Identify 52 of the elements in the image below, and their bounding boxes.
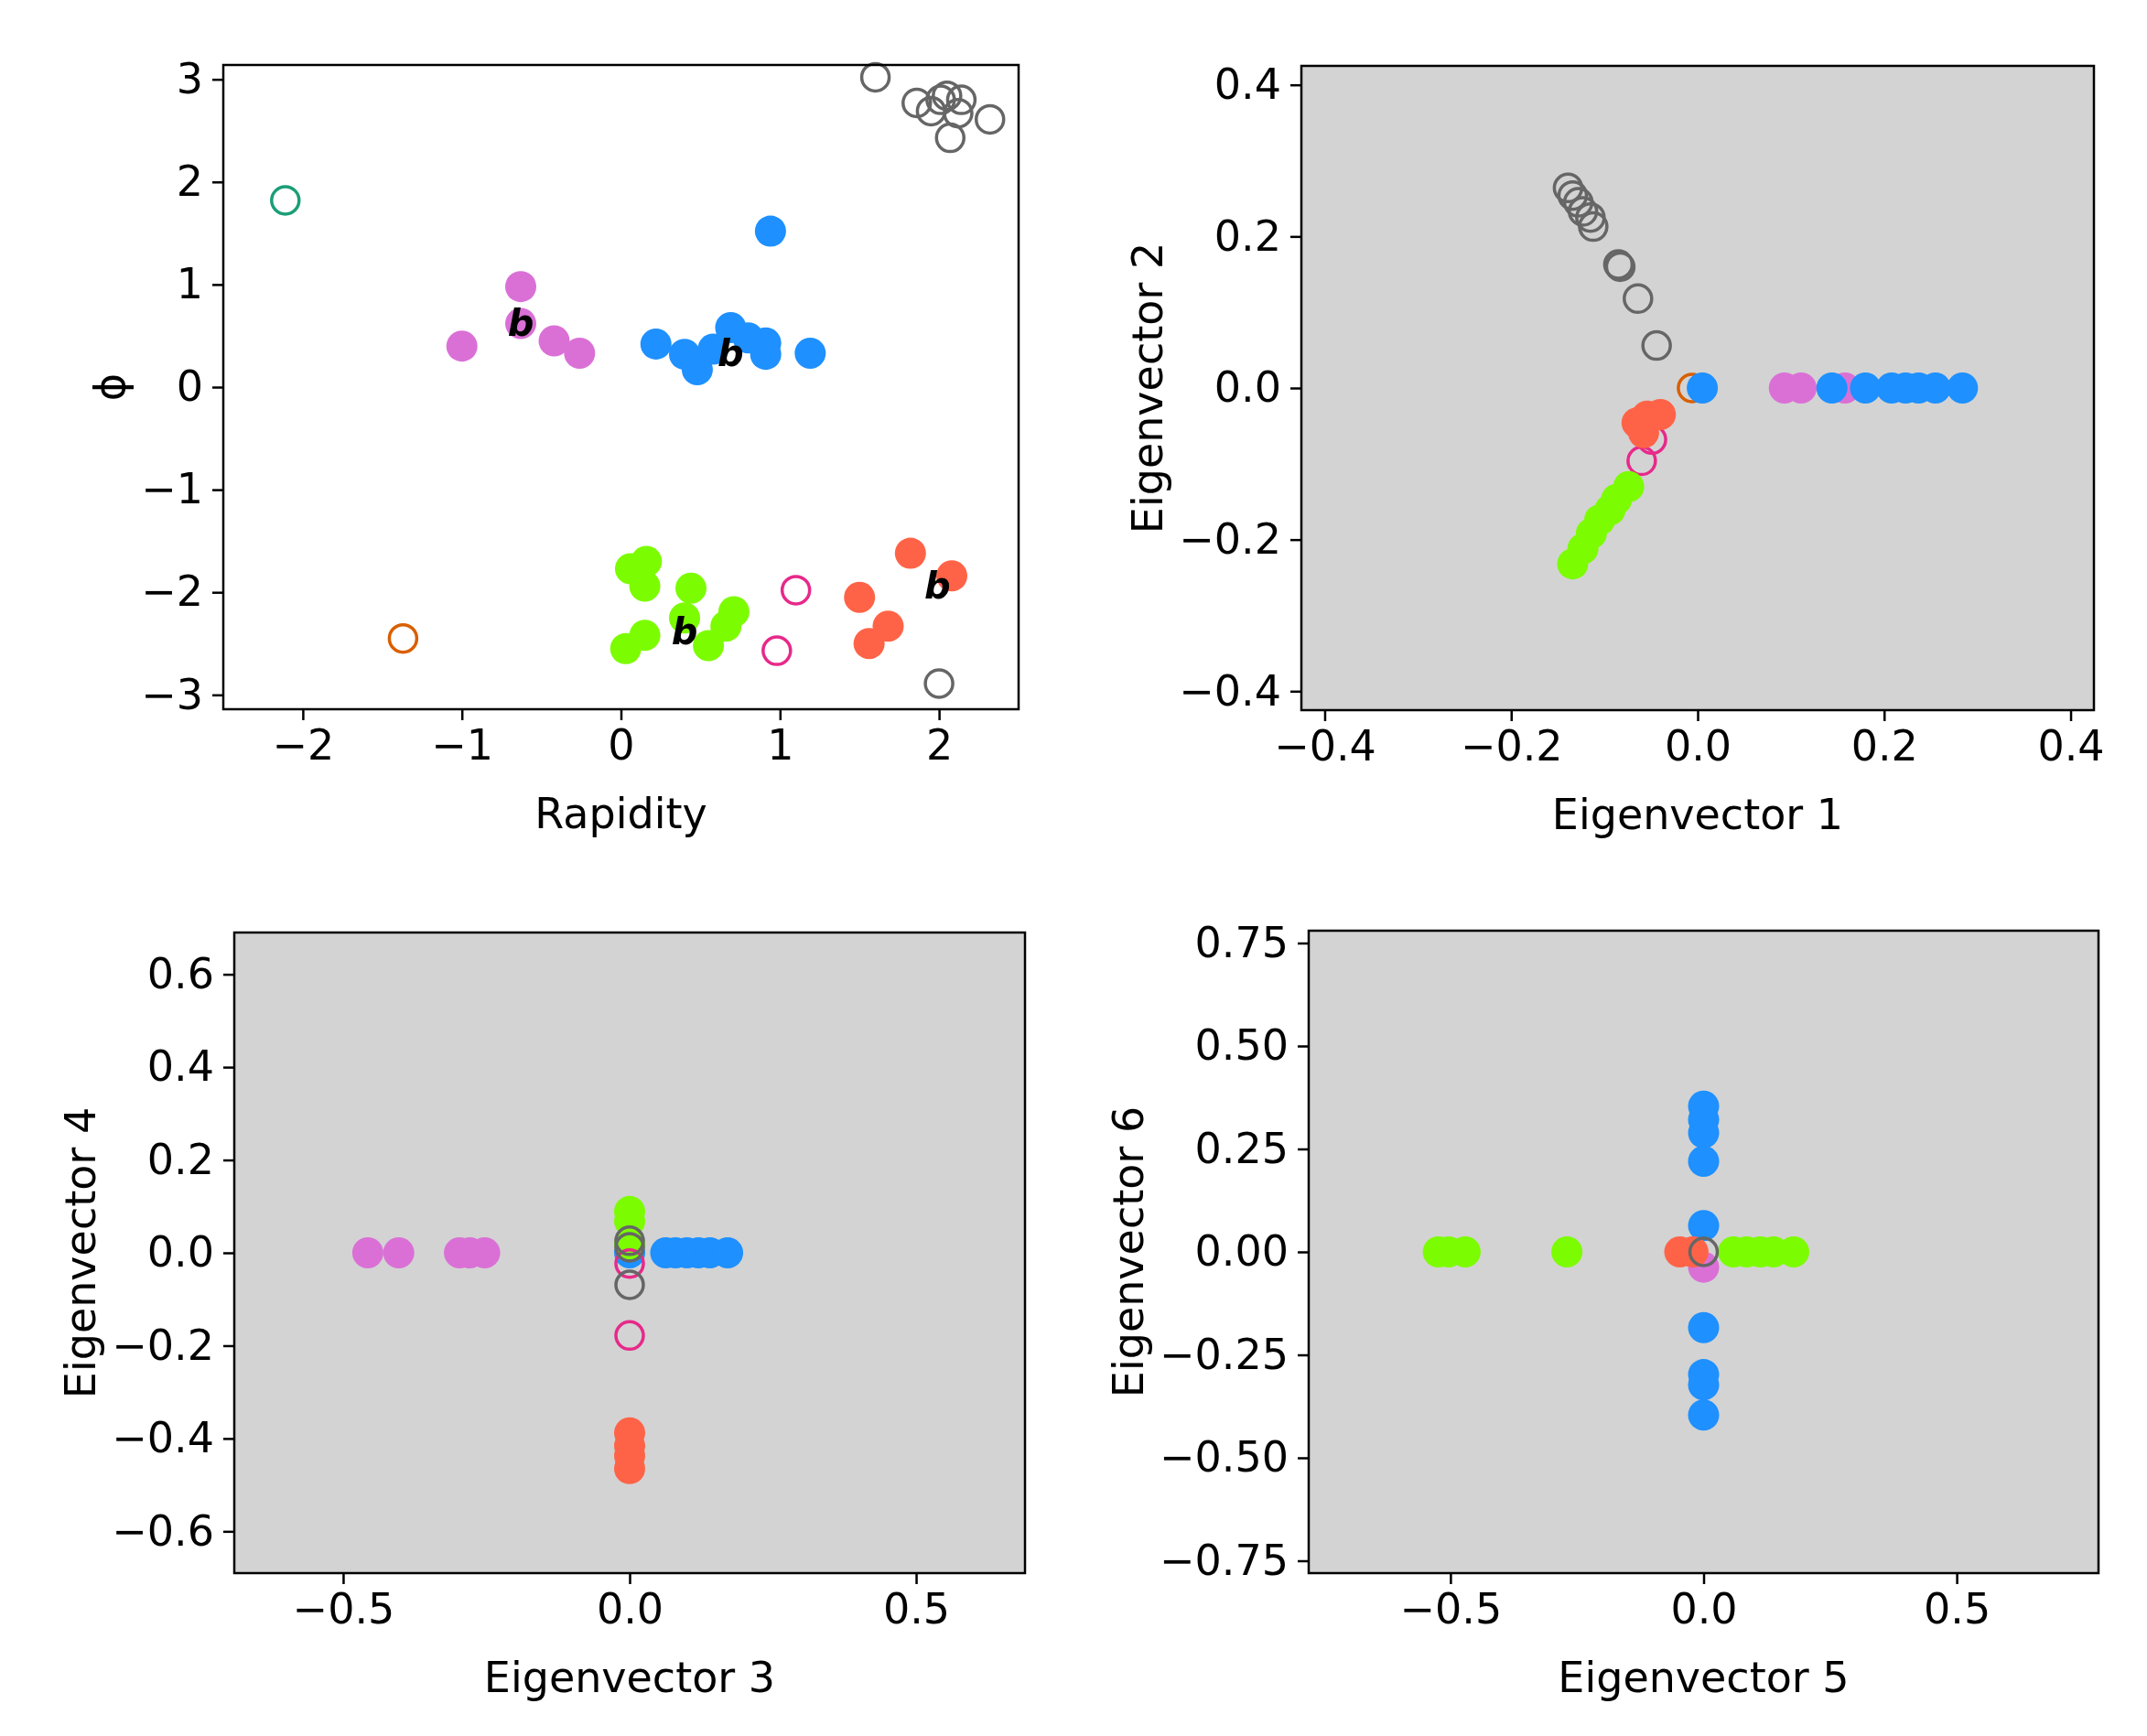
x-tick-label: 0	[608, 719, 635, 770]
x-tick-label: −0.4	[1274, 720, 1376, 771]
y-tick-label: −0.6	[112, 1505, 214, 1556]
x-tick-label: −0.5	[292, 1583, 395, 1634]
y-axis-title: ϕ	[85, 372, 135, 402]
x-tick-label: 1	[767, 719, 794, 770]
y-axis-title: Eigenvector 6	[1104, 1105, 1154, 1398]
y-tick-label: 1	[176, 259, 203, 309]
x-tick-label: −0.5	[1399, 1583, 1503, 1634]
y-axis-title: Eigenvector 2	[1123, 242, 1173, 534]
y-tick-label: 0	[176, 361, 203, 412]
x-tick-label: 0.5	[882, 1583, 951, 1634]
x-tick-label: 2	[925, 719, 954, 770]
x-axis-title: Eigenvector 1	[1551, 790, 1844, 839]
x-tick-label: −1	[431, 719, 494, 770]
y-tick-label: −3	[141, 669, 203, 719]
y-tick-label: −0.4	[1179, 665, 1281, 716]
x-axis-title: Eigenvector 5	[1558, 1653, 1850, 1702]
y-tick-label: −0.75	[1160, 1535, 1289, 1585]
y-tick-label: 0.00	[1194, 1226, 1289, 1277]
y-tick-label: 2	[176, 156, 203, 207]
y-tick-label: −0.2	[112, 1320, 214, 1370]
y-tick-label: −0.25	[1160, 1329, 1289, 1379]
y-tick-label: 0.75	[1194, 917, 1289, 967]
x-tick-label: 0.4	[2037, 720, 2105, 771]
y-axis-title: Eigenvector 4	[56, 1106, 106, 1399]
y-tick-label: 0.0	[1214, 362, 1281, 413]
y-tick-label: −0.2	[1179, 513, 1281, 564]
x-tick-label: 0.0	[1670, 1583, 1738, 1634]
y-tick-label: 0.2	[1214, 210, 1281, 261]
y-tick-label: 3	[176, 53, 203, 103]
x-tick-label: −0.2	[1460, 720, 1563, 771]
y-tick-label: 0.4	[1214, 59, 1281, 109]
y-tick-label: 0.4	[146, 1041, 214, 1092]
annotation: b	[507, 302, 534, 345]
y-tick-label: 0.6	[146, 948, 214, 998]
x-axis-title: Eigenvector 3	[483, 1653, 776, 1702]
x-tick-label: 0.0	[596, 1583, 664, 1634]
x-tick-label: 0.0	[1664, 720, 1732, 771]
x-tick-label: −2	[272, 719, 335, 770]
y-tick-label: −1	[141, 464, 203, 514]
y-tick-label: 0.2	[146, 1134, 214, 1184]
y-tick-label: 0.25	[1194, 1123, 1289, 1173]
y-tick-label: 0.0	[146, 1227, 214, 1278]
y-tick-label: −2	[141, 566, 203, 617]
x-tick-label: 0.5	[1924, 1583, 1991, 1634]
x-tick-label: 0.2	[1850, 720, 1918, 771]
x-axis-title: Rapidity	[534, 789, 707, 838]
annotation: b	[924, 565, 951, 608]
y-tick-label: −0.4	[112, 1413, 214, 1463]
y-tick-label: −0.50	[1160, 1432, 1289, 1483]
y-tick-label: 0.50	[1194, 1020, 1289, 1071]
